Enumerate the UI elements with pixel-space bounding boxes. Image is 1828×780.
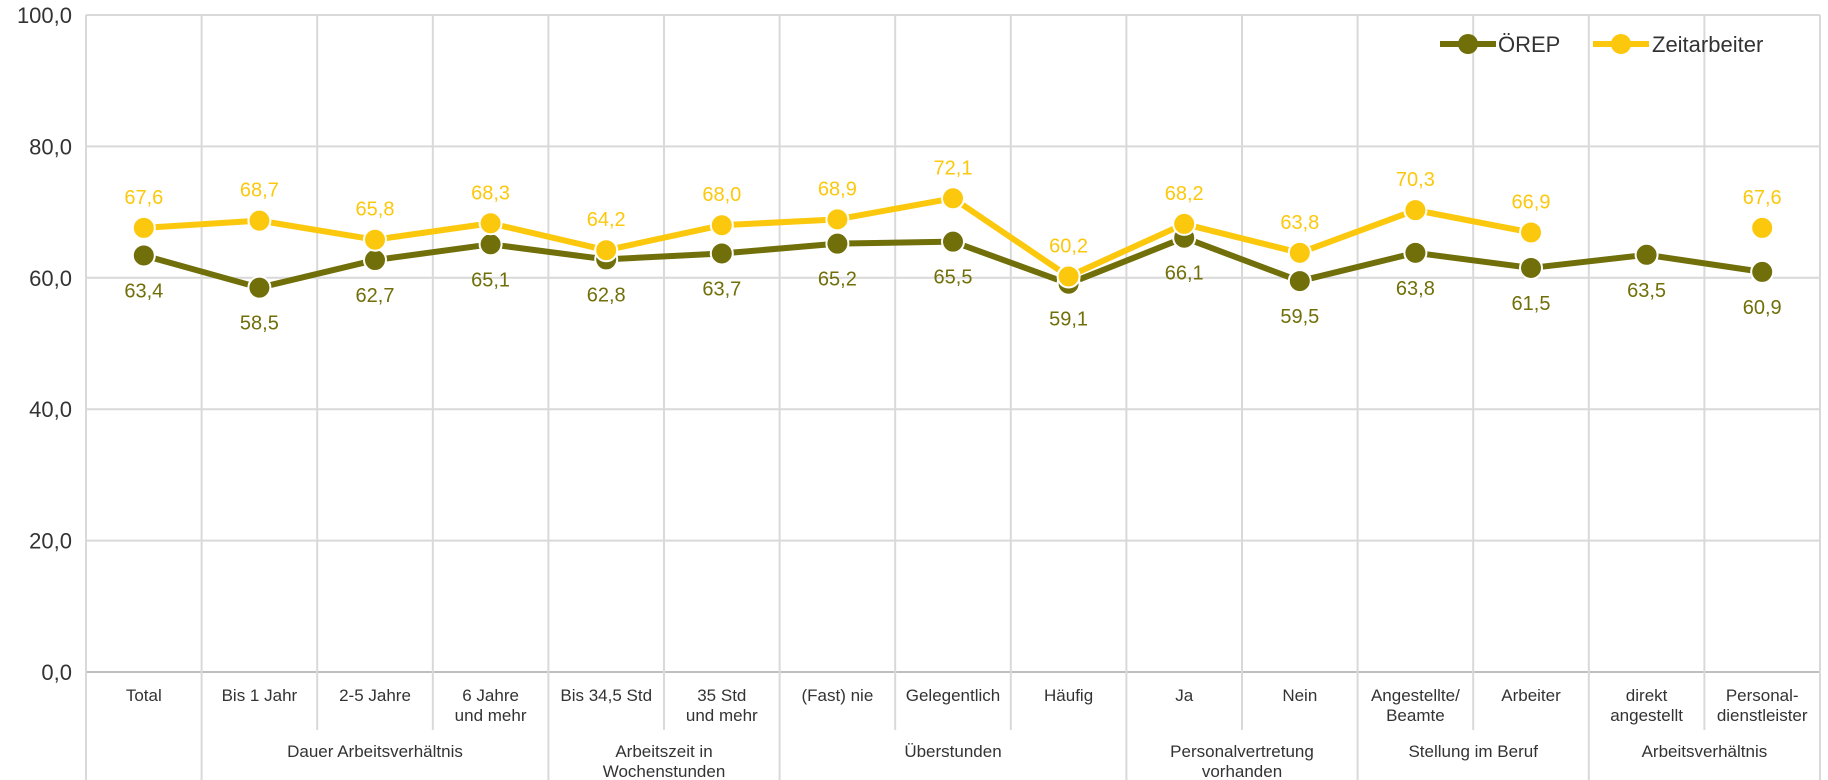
data-label: 67,6 bbox=[1743, 187, 1782, 209]
data-point bbox=[825, 231, 850, 256]
group-label: Arbeitsverhältnis bbox=[1642, 742, 1768, 761]
data-point bbox=[1634, 242, 1659, 267]
x-tick-label: Arbeiter bbox=[1501, 686, 1561, 705]
data-label: 59,1 bbox=[1049, 309, 1088, 331]
data-label: 63,5 bbox=[1627, 280, 1666, 302]
x-tick-label: Gelegentlich bbox=[906, 686, 1001, 705]
group-label: Dauer Arbeitsverhältnis bbox=[287, 742, 463, 761]
group-label: Überstunden bbox=[904, 742, 1001, 761]
data-label: 63,8 bbox=[1280, 212, 1319, 234]
data-point bbox=[1287, 269, 1312, 294]
legend-marker bbox=[1458, 34, 1478, 54]
data-point bbox=[1750, 259, 1775, 284]
data-point bbox=[1403, 198, 1428, 223]
data-point bbox=[709, 213, 734, 238]
x-tick-label: 6 Jahre und mehr bbox=[455, 686, 527, 725]
data-point bbox=[709, 241, 734, 266]
x-tick-label: Bis 1 Jahr bbox=[222, 686, 298, 705]
x-tick-label: Bis 34,5 Std bbox=[560, 686, 652, 705]
y-tick-label: 40,0 bbox=[29, 397, 72, 422]
data-point bbox=[1287, 240, 1312, 265]
data-point bbox=[131, 215, 156, 240]
data-label: 62,8 bbox=[587, 284, 626, 306]
x-tick-label: direkt angestellt bbox=[1610, 686, 1683, 725]
data-point bbox=[363, 227, 387, 252]
data-point bbox=[1403, 240, 1428, 265]
y-tick-label: 60,0 bbox=[29, 266, 72, 291]
group-label: Arbeitszeit in Wochenstunden bbox=[603, 742, 726, 780]
data-point bbox=[594, 238, 619, 263]
x-tick-label: Häufig bbox=[1044, 686, 1093, 705]
data-point bbox=[247, 208, 272, 233]
data-label: 58,5 bbox=[240, 313, 279, 335]
data-label: 66,1 bbox=[1165, 263, 1204, 285]
data-label: 72,1 bbox=[934, 157, 973, 179]
data-label: 65,1 bbox=[471, 269, 510, 291]
x-tick-label: Nein bbox=[1282, 686, 1317, 705]
data-label: 65,8 bbox=[356, 199, 395, 221]
data-label: 59,5 bbox=[1280, 306, 1319, 328]
data-point bbox=[825, 207, 850, 232]
data-label: 60,2 bbox=[1049, 235, 1088, 257]
y-tick-label: 20,0 bbox=[29, 529, 72, 554]
data-label: 66,9 bbox=[1512, 191, 1551, 213]
x-tick-label: 2-5 Jahre bbox=[339, 686, 411, 705]
y-tick-label: 0,0 bbox=[41, 660, 72, 685]
data-point bbox=[1750, 215, 1775, 240]
data-label: 68,9 bbox=[818, 178, 857, 200]
legend-label: Zeitarbeiter bbox=[1652, 32, 1763, 57]
legend-marker bbox=[1611, 34, 1631, 54]
data-label: 63,7 bbox=[702, 278, 741, 300]
group-label: Stellung im Beruf bbox=[1408, 742, 1538, 761]
data-label: 68,7 bbox=[240, 180, 279, 202]
y-tick-label: 100,0 bbox=[17, 3, 72, 28]
data-point bbox=[247, 275, 272, 300]
data-label: 63,8 bbox=[1396, 278, 1435, 300]
data-label: 65,2 bbox=[818, 269, 857, 291]
data-label: 65,5 bbox=[934, 267, 973, 289]
x-tick-label: 35 Std und mehr bbox=[686, 686, 758, 725]
data-point bbox=[1519, 255, 1543, 280]
data-label: 62,7 bbox=[356, 285, 395, 307]
group-label: Personalvertretung vorhanden bbox=[1170, 742, 1314, 780]
data-label: 64,2 bbox=[587, 209, 626, 231]
data-label: 61,5 bbox=[1512, 293, 1551, 315]
data-point bbox=[941, 186, 965, 211]
data-point bbox=[478, 232, 503, 257]
data-point bbox=[478, 211, 503, 236]
data-point bbox=[1172, 211, 1197, 236]
data-label: 67,6 bbox=[124, 187, 163, 209]
data-label: 60,9 bbox=[1743, 297, 1782, 319]
x-tick-label: Ja bbox=[1175, 686, 1194, 705]
legend-label: ÖREP bbox=[1498, 32, 1560, 57]
data-point bbox=[363, 248, 387, 273]
data-label: 63,4 bbox=[124, 280, 163, 302]
data-label: 68,0 bbox=[702, 184, 741, 206]
x-tick-label: Angestellte/Beamte bbox=[1371, 686, 1460, 725]
data-label: 68,2 bbox=[1165, 183, 1204, 205]
y-tick-label: 80,0 bbox=[29, 134, 72, 159]
data-point bbox=[131, 243, 156, 268]
x-tick-label: Personal-dienstleister bbox=[1717, 686, 1808, 725]
x-tick-label: Total bbox=[126, 686, 162, 705]
x-tick-label: (Fast) nie bbox=[802, 686, 874, 705]
data-point bbox=[941, 229, 965, 254]
data-point bbox=[1056, 264, 1081, 289]
data-label: 68,3 bbox=[471, 182, 510, 204]
data-label: 70,3 bbox=[1396, 169, 1435, 191]
data-point bbox=[1519, 220, 1543, 245]
